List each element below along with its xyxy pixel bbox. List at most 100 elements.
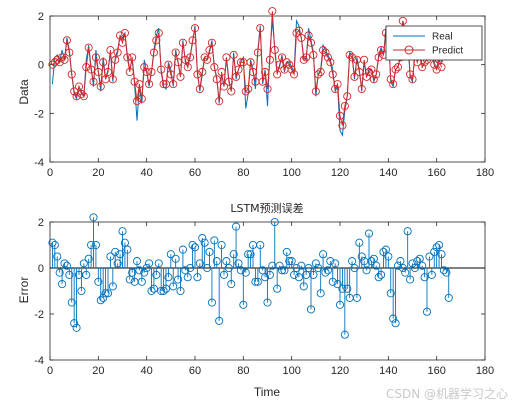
error-point: [355, 238, 364, 247]
predict-point: [183, 63, 192, 72]
predict-point: [99, 58, 108, 67]
predict-point: [200, 53, 209, 62]
bottom-y-tick-label: 0: [38, 263, 44, 275]
predict-point: [186, 53, 195, 62]
error-point: [326, 257, 335, 266]
error-point: [161, 284, 171, 293]
error-point: [323, 266, 332, 275]
error-point: [369, 254, 378, 263]
predict-point: [116, 31, 125, 40]
error-point: [328, 277, 337, 286]
error-point: [396, 257, 405, 266]
predict-point: [311, 87, 320, 96]
predict-point: [360, 55, 369, 64]
predict-point: [246, 58, 255, 67]
predict-point: [207, 38, 216, 47]
series-line-predict: [52, 11, 442, 126]
error-point: [77, 286, 86, 296]
error-point: [393, 261, 403, 270]
error-point: [437, 250, 446, 259]
predict-point: [299, 55, 308, 64]
error-point: [408, 259, 417, 268]
error-point: [106, 252, 115, 261]
error-point: [350, 263, 359, 273]
error-point: [425, 252, 434, 261]
bottom-y-axis-label: Error: [17, 277, 31, 304]
predict-point: [306, 38, 316, 47]
error-point: [152, 270, 161, 279]
error-point: [132, 257, 142, 266]
predict-point: [357, 84, 366, 94]
error-point: [415, 254, 424, 263]
predict-point: [190, 24, 200, 33]
predict-point: [314, 70, 323, 79]
predict-point: [386, 75, 395, 84]
error-point: [91, 240, 100, 250]
predict-point: [263, 84, 272, 94]
error-point: [198, 234, 207, 243]
top-y-axis-label: Data: [17, 79, 31, 105]
top-x-tick-label: 120: [331, 167, 349, 179]
predict-point: [304, 31, 313, 40]
error-point: [193, 273, 202, 282]
predict-point: [142, 67, 151, 77]
error-point: [381, 245, 390, 254]
predict-point: [285, 60, 294, 69]
error-point: [58, 280, 67, 289]
predict-point: [258, 77, 267, 86]
predict-point: [248, 67, 258, 77]
error-point: [377, 270, 386, 279]
predict-point: [348, 53, 357, 62]
error-point: [357, 252, 366, 261]
predict-point: [408, 75, 417, 84]
error-point: [299, 282, 308, 291]
predict-point: [113, 48, 122, 57]
predict-point: [335, 111, 345, 120]
error-point: [285, 257, 294, 266]
error-point: [96, 296, 105, 305]
predict-point: [118, 38, 127, 47]
error-point: [372, 261, 381, 270]
error-point: [186, 263, 195, 273]
predict-point: [362, 72, 371, 81]
error-point: [256, 240, 265, 250]
error-point: [442, 268, 451, 277]
error-point: [427, 270, 436, 279]
error-point: [178, 245, 187, 254]
predict-point: [393, 63, 403, 72]
error-point: [171, 254, 180, 263]
predict-point: [372, 70, 381, 79]
error-point: [348, 257, 357, 266]
top-y-tick-label: 0: [38, 60, 44, 72]
error-point: [403, 227, 412, 236]
error-point: [205, 247, 214, 256]
top-y-tick-label: -4: [34, 157, 44, 169]
error-point: [439, 266, 448, 275]
predict-point: [282, 58, 291, 67]
predict-point: [340, 101, 349, 111]
predict-point: [195, 84, 204, 94]
predict-point: [265, 55, 274, 64]
predict-point: [294, 26, 303, 35]
predict-point: [103, 67, 113, 77]
error-point: [118, 227, 127, 236]
error-point: [444, 293, 453, 302]
error-point: [227, 280, 236, 289]
error-point: [135, 266, 144, 275]
error-point: [142, 263, 151, 273]
error-point: [386, 289, 395, 298]
error-point: [53, 252, 62, 261]
error-point: [99, 293, 108, 302]
error-point: [244, 250, 253, 259]
error-point: [282, 247, 291, 256]
predict-point: [224, 77, 233, 86]
legend-predict-label: Predict: [432, 46, 463, 57]
bottom-x-axis-label: Time: [254, 385, 281, 399]
error-point: [101, 289, 110, 298]
predict-point: [227, 87, 236, 96]
predict-point: [217, 67, 226, 77]
error-point: [253, 277, 262, 286]
error-point: [195, 259, 204, 268]
predict-point: [277, 53, 287, 62]
predict-point: [140, 63, 149, 72]
